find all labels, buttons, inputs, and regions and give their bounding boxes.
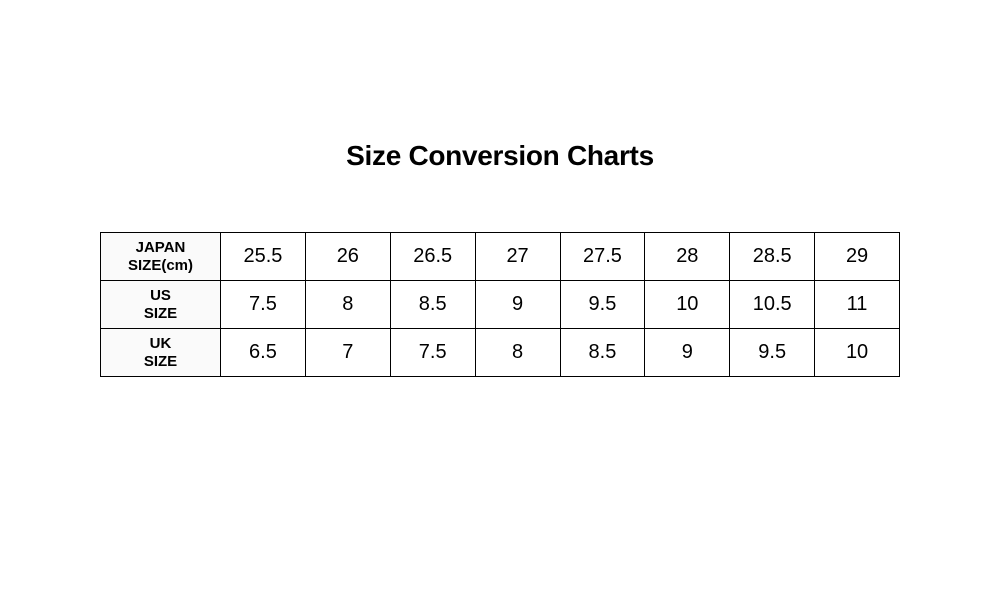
table-cell: 28.5 bbox=[730, 233, 815, 281]
row-header-line1: UK bbox=[150, 335, 172, 352]
page-title: Size Conversion Charts bbox=[346, 140, 654, 172]
table-cell: 11 bbox=[815, 281, 900, 329]
table-cell: 26.5 bbox=[390, 233, 475, 281]
table-row: JAPAN SIZE(cm) 25.5 26 26.5 27 27.5 28 2… bbox=[101, 233, 900, 281]
row-header-line1: US bbox=[150, 287, 171, 304]
table-cell: 10 bbox=[815, 329, 900, 377]
table-cell: 7 bbox=[305, 329, 390, 377]
table-wrapper: JAPAN SIZE(cm) 25.5 26 26.5 27 27.5 28 2… bbox=[0, 232, 1000, 377]
table-cell: 9.5 bbox=[560, 281, 645, 329]
table-cell: 27.5 bbox=[560, 233, 645, 281]
row-header-line2: SIZE bbox=[144, 353, 177, 370]
table-cell: 29 bbox=[815, 233, 900, 281]
row-header-line1: JAPAN bbox=[136, 239, 186, 256]
size-conversion-table: JAPAN SIZE(cm) 25.5 26 26.5 27 27.5 28 2… bbox=[100, 232, 900, 377]
row-header-line2: SIZE(cm) bbox=[128, 257, 193, 274]
row-header-japan: JAPAN SIZE(cm) bbox=[101, 233, 221, 281]
table-cell: 26 bbox=[305, 233, 390, 281]
row-header-us: US SIZE bbox=[101, 281, 221, 329]
table-cell: 25.5 bbox=[221, 233, 306, 281]
table-cell: 6.5 bbox=[221, 329, 306, 377]
table-cell: 8.5 bbox=[560, 329, 645, 377]
table-cell: 8 bbox=[475, 329, 560, 377]
table-row: US SIZE 7.5 8 8.5 9 9.5 10 10.5 11 bbox=[101, 281, 900, 329]
table-cell: 8 bbox=[305, 281, 390, 329]
table-cell: 9 bbox=[645, 329, 730, 377]
table-cell: 7.5 bbox=[390, 329, 475, 377]
table-cell: 10.5 bbox=[730, 281, 815, 329]
table-cell: 9.5 bbox=[730, 329, 815, 377]
table-cell: 7.5 bbox=[221, 281, 306, 329]
table-row: UK SIZE 6.5 7 7.5 8 8.5 9 9.5 10 bbox=[101, 329, 900, 377]
table-cell: 9 bbox=[475, 281, 560, 329]
table-cell: 8.5 bbox=[390, 281, 475, 329]
page-container: Size Conversion Charts JAPAN SIZE(cm) 25… bbox=[0, 0, 1000, 595]
table-cell: 27 bbox=[475, 233, 560, 281]
row-header-uk: UK SIZE bbox=[101, 329, 221, 377]
table-cell: 28 bbox=[645, 233, 730, 281]
table-cell: 10 bbox=[645, 281, 730, 329]
row-header-line2: SIZE bbox=[144, 305, 177, 322]
